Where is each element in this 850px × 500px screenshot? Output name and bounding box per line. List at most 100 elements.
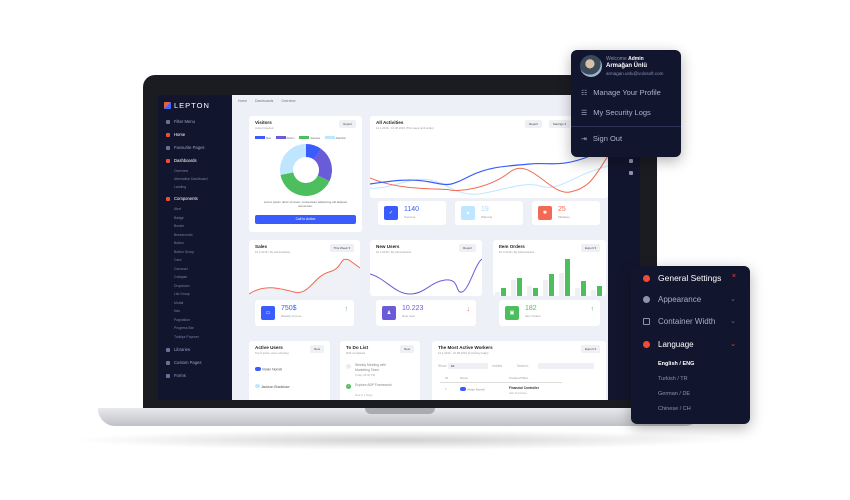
- sidebar-sub[interactable]: Modal: [174, 300, 184, 305]
- column-header[interactable]: Position/Office: [509, 376, 529, 380]
- sidebar-sub[interactable]: Card: [174, 258, 182, 262]
- activities-line-chart: [370, 147, 608, 195]
- sidebar-sub[interactable]: Carousel: [174, 266, 188, 271]
- table-row-name: Vivian Norrell: [460, 387, 485, 392]
- sales-area-chart: [249, 258, 360, 296]
- language-item[interactable]: Language: [643, 340, 694, 349]
- arrow-up-icon: ↑: [344, 306, 349, 313]
- laptop-screen: LEPTON Filter Menu Home Favourite Pages …: [158, 95, 640, 400]
- chevron-up-icon[interactable]: ⌄: [730, 341, 736, 348]
- arrow-down-icon: ↓: [466, 306, 471, 313]
- donut-slice: [313, 148, 332, 182]
- todo-checkbox-checked[interactable]: ✓: [346, 384, 351, 389]
- avatar[interactable]: [580, 55, 602, 77]
- sales-card: Sales 10.3.2019 • By Administrator This …: [249, 240, 360, 327]
- bug-icon: ✱: [538, 206, 552, 220]
- settings-dropdown[interactable]: Settings ▾: [548, 120, 570, 128]
- palette-icon: [643, 296, 650, 303]
- sidebar-sub[interactable]: Progress Bar: [174, 326, 194, 330]
- filter-menu[interactable]: Filter Menu: [166, 119, 195, 124]
- card-title: To Do List: [346, 345, 369, 350]
- card-subtitle: 5/24 completed: [346, 351, 366, 355]
- breadcrumb: Home Dashboards Overview: [238, 99, 295, 103]
- sidebar-item-custom-pages[interactable]: Custom Pages: [166, 360, 201, 365]
- legend-item: Success: [299, 136, 320, 140]
- container-width-item[interactable]: Container Width: [643, 317, 715, 326]
- card-title: Active Users: [255, 345, 283, 350]
- toolbar-icon[interactable]: [629, 159, 633, 163]
- language-option-german[interactable]: German / DE: [658, 391, 691, 397]
- chevron-down-icon[interactable]: ⌄: [730, 318, 736, 325]
- export-dropdown[interactable]: Export ▾: [580, 345, 600, 353]
- new-button[interactable]: New: [309, 345, 324, 353]
- language-option-english[interactable]: English / ENG: [658, 361, 695, 367]
- column-header[interactable]: ID: [445, 376, 448, 380]
- sidebar-item-libraries[interactable]: Libraries: [166, 347, 190, 352]
- star-icon: [166, 145, 170, 150]
- todo-checkbox[interactable]: [346, 364, 351, 369]
- active-workers-card: The Most Active Workers 12.1.2019 - 10.0…: [432, 341, 606, 400]
- sidebar-sub[interactable]: Nav: [174, 309, 181, 313]
- todo-time: Due in 1 Days: [355, 393, 373, 397]
- close-icon[interactable]: ×: [731, 273, 736, 280]
- card-subtitle: Action Needed: [255, 126, 274, 130]
- visitors-donut-chart: [280, 144, 332, 197]
- list-item[interactable]: Jackson Bradshaw: [255, 384, 289, 389]
- report-button[interactable]: Report: [458, 244, 476, 252]
- sidebar-sub-landing[interactable]: Landing: [174, 185, 187, 189]
- breadcrumb-dashboards[interactable]: Dashboards: [255, 99, 274, 103]
- language-option-chinese[interactable]: Chinese / CH: [658, 406, 691, 412]
- security-logs-item[interactable]: ☰ My Security Logs: [581, 108, 651, 117]
- sidebar-sub-overview[interactable]: Overview: [174, 169, 189, 173]
- sidebar-item-home[interactable]: Home: [166, 132, 185, 137]
- entries-select[interactable]: 10: [448, 363, 488, 369]
- search-input[interactable]: [538, 363, 594, 369]
- legend-item: Return: [275, 136, 294, 140]
- report-button[interactable]: Report: [524, 120, 542, 128]
- todo-time: Today 03:00 PM: [355, 373, 376, 377]
- manage-profile-item[interactable]: ☷ Manage Your Profile: [581, 88, 661, 97]
- new-button[interactable]: New: [399, 345, 414, 353]
- sidebar-sub-alt-dashboard[interactable]: Alternative Dashboard: [174, 177, 208, 181]
- toolbar-icon[interactable]: [629, 171, 633, 175]
- chevron-down-icon[interactable]: ⌄: [730, 296, 736, 303]
- sign-out-item[interactable]: ⇥ Sign Out: [581, 134, 623, 143]
- language-option-turkish[interactable]: Turkish / TR: [658, 376, 688, 382]
- sidebar-sub[interactable]: Button Group: [174, 249, 195, 254]
- appearance-item[interactable]: Appearance: [643, 295, 701, 304]
- this-week-dropdown[interactable]: This Week ▾: [329, 244, 354, 252]
- sidebar-sub[interactable]: Badge: [174, 215, 184, 220]
- column-header[interactable]: Name: [460, 376, 469, 380]
- wallet-icon: ▭: [261, 306, 275, 320]
- chart-legend: New Return Success Attention: [255, 136, 346, 140]
- sidebar-item-components[interactable]: Components: [166, 196, 198, 201]
- card-title: The Most Active Workers: [438, 345, 493, 350]
- sidebar-item-favourites[interactable]: Favourite Pages: [166, 145, 205, 150]
- sidebar-sub[interactable]: Breadcrumb: [174, 232, 193, 237]
- user-email: armagan.unlu@volosoft.com: [606, 71, 664, 76]
- call-to-action-button[interactable]: Call to Action: [255, 215, 356, 224]
- sidebar-sub[interactable]: Tooltips Popover: [174, 334, 200, 339]
- stat-warning: ▲ 19 Warning: [455, 201, 523, 225]
- sidebar-item-forms[interactable]: Forms: [166, 373, 186, 378]
- card-subtitle: 10.3.2019 • By Administrator: [255, 250, 291, 254]
- export-dropdown[interactable]: Export ▾: [580, 244, 600, 252]
- sidebar-item-dashboards[interactable]: Dashboards: [166, 158, 197, 163]
- todo-title: Weekly Meeting with Marketing Team: [355, 363, 387, 372]
- breadcrumb-home[interactable]: Home: [238, 99, 248, 103]
- sidebar-sub[interactable]: List Group: [174, 292, 190, 296]
- card-title: Visitors: [255, 120, 272, 125]
- card-subtitle: 12.1.2019 - 10.08.2019 (This week until …: [376, 126, 434, 130]
- sidebar-sub[interactable]: Dropdown: [174, 283, 190, 288]
- sidebar-sub[interactable]: Pagination: [174, 317, 191, 322]
- laptop-shadow: [70, 430, 730, 450]
- sidebar: LEPTON Filter Menu Home Favourite Pages …: [158, 95, 232, 400]
- sidebar-sub[interactable]: Collapse: [174, 275, 188, 279]
- card-title: All Activities: [376, 120, 404, 125]
- list-item[interactable]: Vivian Norrell: [255, 367, 282, 372]
- sidebar-sub[interactable]: Button: [174, 241, 184, 245]
- sidebar-sub[interactable]: Alert: [174, 207, 181, 211]
- export-button[interactable]: Export: [339, 120, 356, 128]
- legend-item: Attention: [325, 136, 346, 140]
- sidebar-sub[interactable]: Border: [174, 224, 185, 228]
